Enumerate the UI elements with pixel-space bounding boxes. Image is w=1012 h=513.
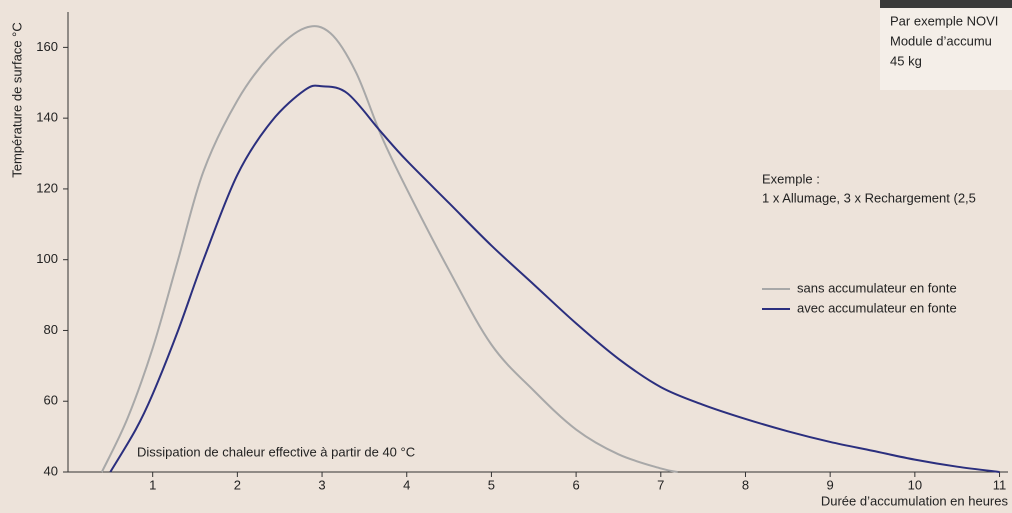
y-tick-label: 60	[44, 393, 58, 408]
y-tick-label: 80	[44, 322, 58, 337]
x-tick-label: 6	[572, 477, 579, 492]
x-tick-label: 3	[318, 477, 325, 492]
y-axis-label: Température de surface °C	[9, 22, 24, 178]
inset-box	[880, 0, 1012, 90]
line	[100, 25, 678, 473]
x-tick-label: 7	[657, 477, 664, 492]
x-tick-label: 8	[742, 477, 749, 492]
y-tick-label: 120	[36, 180, 58, 195]
x-axis-label: Durée d’accumulation en heures	[821, 493, 1009, 508]
y-tick-label: 40	[44, 463, 58, 478]
x-tick-label: 1	[149, 477, 156, 492]
legend-label: avec accumulateur en fonte	[797, 300, 957, 315]
inset-text: Module d’accumu	[890, 33, 992, 48]
x-tick-label: 11	[993, 477, 1007, 492]
x-tick-label: 2	[234, 477, 241, 492]
x-tick-label: 4	[403, 477, 410, 492]
annotation: Exemple :	[762, 171, 820, 186]
y-tick-label: 160	[36, 39, 58, 54]
inset-text: 45 kg	[890, 53, 922, 68]
annotation: 1 x Allumage, 3 x Rechargement (2,5	[762, 190, 976, 205]
inset-image	[880, 0, 1012, 8]
y-tick-label: 100	[36, 251, 58, 266]
legend-label: sans accumulateur en fonte	[797, 280, 957, 295]
annotation: Dissipation de chaleur effective à parti…	[137, 444, 415, 459]
line	[109, 84, 1000, 473]
x-tick-label: 5	[488, 477, 495, 492]
x-tick-label: 9	[827, 477, 834, 492]
y-tick-label: 140	[36, 110, 58, 125]
inset-text: Par exemple NOVI	[890, 13, 998, 28]
x-tick-label: 10	[908, 477, 922, 492]
